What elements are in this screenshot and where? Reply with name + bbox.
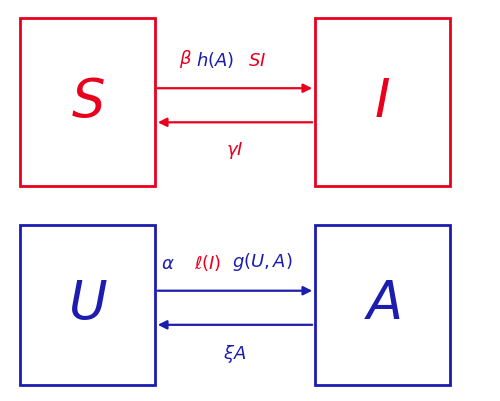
Bar [315,225,450,385]
Text: $\gamma I$: $\gamma I$ [226,140,244,161]
Bar [20,225,155,385]
Text: $U$: $U$ [68,279,108,330]
Text: $h(A)$: $h(A)$ [196,50,234,70]
Text: $A$: $A$ [364,279,401,330]
Text: $S$: $S$ [70,77,104,128]
Text: $SI$: $SI$ [248,52,266,70]
Text: $\ell(I)$: $\ell(I)$ [194,253,221,273]
Bar [315,18,450,186]
Text: $g(U,A)$: $g(U,A)$ [232,251,293,273]
Text: $I$: $I$ [374,77,390,128]
Text: $\beta$: $\beta$ [178,48,192,70]
Text: $\xi A$: $\xi A$ [224,343,246,365]
Bar [20,18,155,186]
Text: $\alpha$: $\alpha$ [160,255,174,273]
